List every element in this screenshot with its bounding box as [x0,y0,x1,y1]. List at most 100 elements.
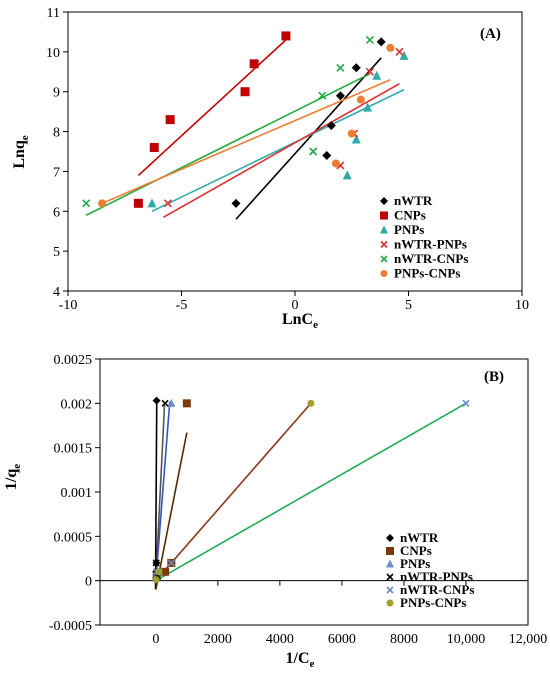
chart-b-y-tick-label: 0.0005 [54,530,93,545]
chart-b-legend-item-nwtr: nWTR [386,530,439,545]
chart-a-point-nwtr-cnps [309,147,318,156]
chart-a-legend-item-nwtr: nWTR [380,193,433,208]
chart-a-legend-label: PNPs [394,222,424,237]
chart-a-point-nwtr [376,37,386,47]
chart-a-point-nwtr-cnps [318,91,327,100]
chart-b-legend-item-nwtr-pnps: nWTR-PNPs [386,569,473,584]
chart-a-x-tick-label: 10 [515,298,529,313]
chart-a-legend-item-nwtr-pnps: nWTR-PNPs [380,237,467,252]
chart-a-y-tick-label: 9 [53,86,60,101]
chart-a-point-nwtr-pnps [163,199,172,208]
chart-b-y-tick-label: -0.0005 [49,619,92,634]
chart-a-point-nwtr-pnps [365,67,374,76]
chart-a-x-tick-label: -5 [176,298,188,313]
chart-b-legend-marker-pnps [386,559,394,568]
chart-a-fit-line-nwtr-cnps [85,73,371,216]
chart-b-point-pnps-cnps [152,576,160,584]
isotherm-chart-b: 0 2000 4000 6000 8000 10,000 12,000 -0.0005 0 0.0… [3,353,547,670]
chart-a-y-tick-label: 4 [53,285,60,300]
chart-b-legend-marker-pnps-cnps [386,599,394,607]
chart-a-point-pnps-cnps [347,129,356,138]
chart-a-x-tick-label: -10 [59,298,78,313]
chart-b-legend-marker-nwtr-pnps [386,573,394,581]
chart-a-point-pnps [147,198,157,208]
chart-a-point-pnps [372,70,382,80]
chart-a-y-tick-label: 8 [53,126,60,141]
chart-b-y-axis-label: 1/qe [3,464,23,490]
chart-a-point-pnps-cnps [356,95,365,104]
chart-b-y-tick-label: 0.0025 [54,353,93,368]
chart-a-point-nwtr-cnps [82,199,91,208]
chart-a-y-tick-label: 10 [46,46,60,61]
chart-b-legend-label: nWTR-PNPs [400,569,473,584]
chart-a-point-nwtr-cnps [365,35,374,44]
chart-b-legend-item-pnps-cnps: PNPs-CNPs [386,595,466,610]
chart-a-legend-marker-pnps-cnps [380,270,388,277]
chart-b-point-nwtr-pnps [161,399,169,407]
chart-b-x-tick-label: 2000 [204,632,232,647]
isotherm-chart-a: -10 -5 0 5 10 4 5 6 7 8 9 10 11 nWTRCNPsPNPsnWTR-PNP… [11,6,529,331]
chart-b-fit-line-cnps [155,432,188,590]
chart-a-point-pnps [342,170,352,180]
chart-b-x-tick-label: 12,000 [509,632,548,647]
chart-b-fit-line-pnps-cnps [155,402,312,582]
chart-a-y-axis-label: Lnqe [11,135,31,168]
chart-b-x-tick-label: 8000 [390,632,418,647]
chart-a-fit-line-pnps-cnps [101,79,391,205]
chart-b-legend-item-nwtr-cnps: nWTR-CNPs [386,582,474,597]
chart-b-x-tick-label: 0 [152,632,159,647]
chart-a-legend-label: PNPs-CNPs [394,266,460,281]
chart-a-legend-marker-pnps [380,225,388,234]
chart-b-legend-label: nWTR [400,530,439,545]
chart-b-axes: 0 2000 4000 6000 8000 10,000 12,000 -0.0005 0 0.0… [49,353,547,647]
chart-b-legend-label: nWTR-CNPs [400,582,474,597]
chart-a-fit-line-nwtr-pnps [162,83,400,218]
chart-b-fit-line-nwtr [154,398,158,590]
chart-a-point-nwtr [231,198,241,208]
chart-a-point-pnps [363,102,373,112]
chart-a-axes: -10 -5 0 5 10 4 5 6 7 8 9 10 11 [46,6,529,313]
chart-a-point-nwtr [351,63,361,73]
chart-a-y-tick-label: 6 [53,205,60,220]
chart-b-point-nwtr-pnps [152,559,160,567]
chart-b-point-pnps-cnps [307,399,315,407]
chart-b-y-tick-label: 0 [85,575,92,590]
chart-a-legend-label: nWTR [394,193,433,208]
chart-a-legend-item-nwtr-cnps: nWTR-CNPs [380,251,468,266]
chart-a-point-cnps [281,31,291,41]
chart-b-point-cnps [182,399,191,408]
chart-a-point-cnps [133,198,143,208]
chart-a-point-cnps [249,59,259,69]
chart-b-legend-marker-nwtr-cnps [386,586,394,594]
chart-a-y-tick-label: 11 [47,6,60,21]
chart-a-fit-line-nwtr [235,57,382,220]
chart-b-point-nwtr [152,396,161,405]
chart-a-legend-label: nWTR-CNPs [394,251,468,266]
chart-b-legend-marker-cnps [386,547,394,555]
chart-a-point-pnps-cnps [98,199,107,208]
chart-a-x-tick-label: 0 [292,298,299,313]
chart-b-legend-label: PNPs [400,556,430,571]
chart-a-points [82,31,409,208]
chart-b-fit-line-pnps [155,401,171,581]
chart-b-x-tick-label: 10,000 [447,632,486,647]
chart-b-legend-label: PNPs-CNPs [400,595,466,610]
chart-a-legend-marker-nwtr-cnps [380,255,388,263]
chart-a-point-pnps-cnps [386,43,395,52]
chart-b-x-tick-label: 6000 [328,632,356,647]
chart-a-point-pnps [351,134,361,144]
chart-a-point-nwtr [335,91,345,101]
chart-b-y-tick-label: 0.0015 [54,442,93,457]
chart-b-point-cnps [161,567,170,576]
chart-a-legend-marker-cnps [380,211,388,220]
chart-a-point-pnps-cnps [331,159,340,168]
chart-a-point-cnps [149,143,159,153]
chart-b-y-tick-label: 0.001 [61,486,93,501]
chart-b-panel-label: (B) [484,369,504,385]
chart-b-point-pnps [167,398,176,407]
chart-b-fit-line-nwtr-pnps [155,405,166,581]
chart-a-y-tick-label: 5 [53,245,60,260]
chart-b-point-nwtr-cnps [462,399,470,407]
